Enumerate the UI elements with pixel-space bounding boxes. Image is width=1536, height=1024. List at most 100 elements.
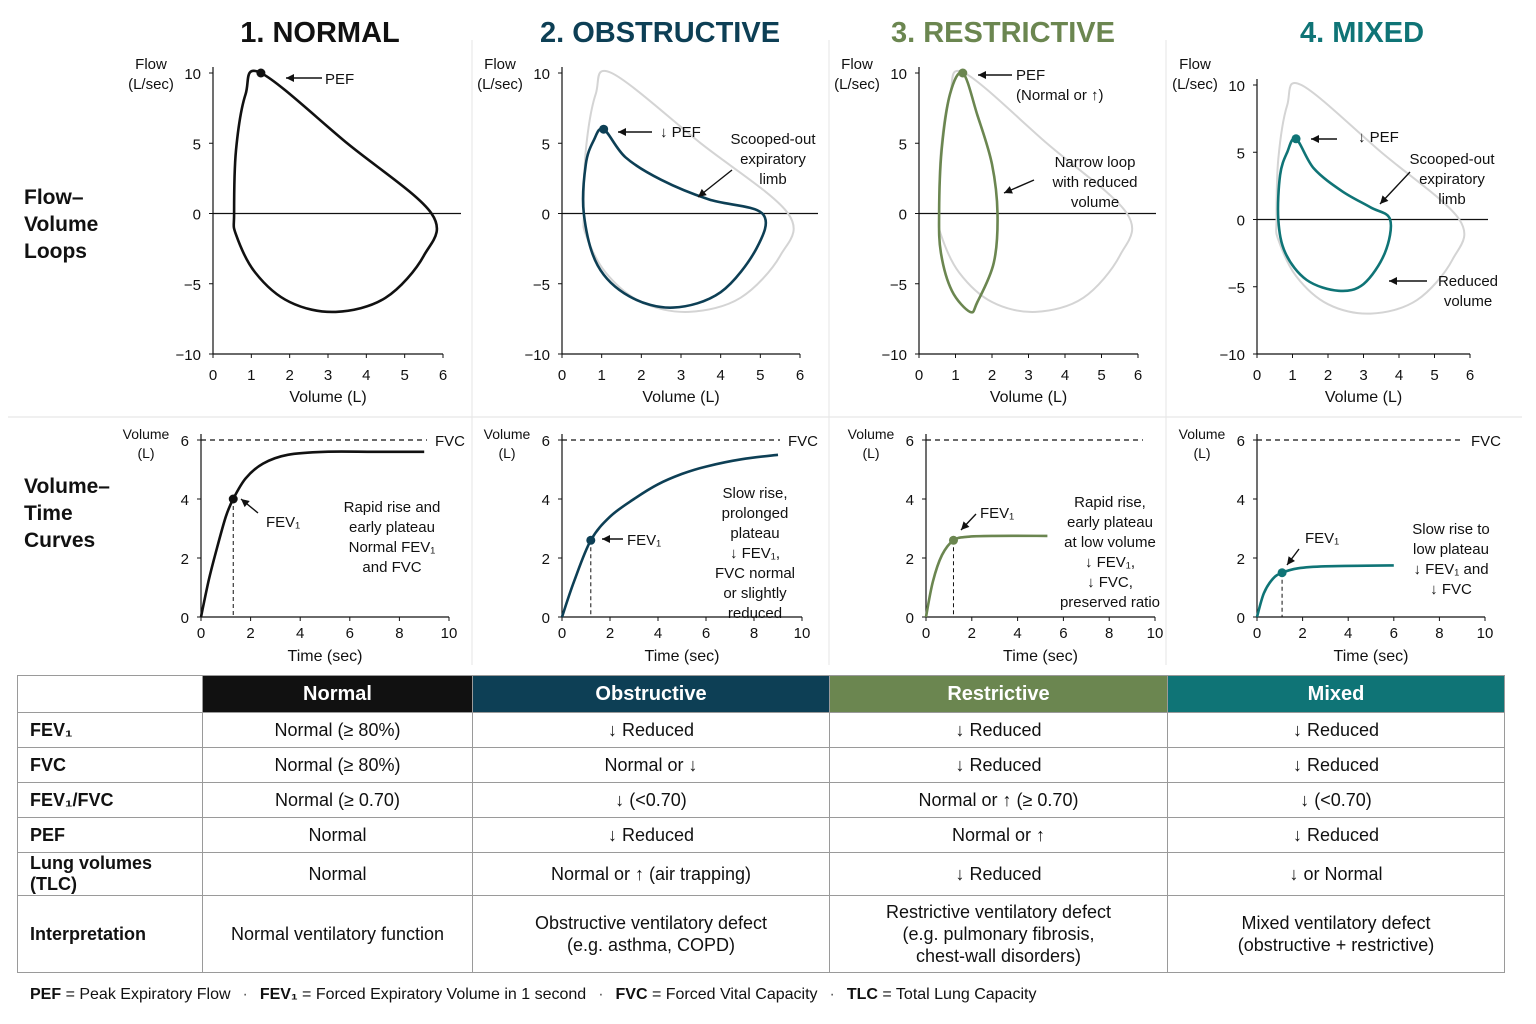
x-tick-label: 0	[558, 367, 566, 384]
table-cell-line: Obstructive ventilatory defect	[534, 913, 768, 933]
table-cell: ↓ Reduced	[829, 712, 1168, 748]
x-tick-label: 4	[362, 367, 370, 384]
x-tick-label: 3	[324, 367, 332, 384]
annotation-arrow-head	[698, 188, 707, 197]
legend-separator: ·	[829, 986, 835, 1003]
abbreviation-legend: PEF = Peak Expiratory Flow · FEV₁ = Forced…	[30, 986, 1036, 1004]
annotation-label: low plateau	[1413, 541, 1489, 558]
y-tick-label: 4	[906, 492, 914, 509]
x-tick-label: 8	[1435, 625, 1443, 642]
x-tick-label: 8	[395, 625, 403, 642]
fev1-label: FEV₁	[266, 514, 300, 531]
annotation-label: Scooped-out	[730, 131, 816, 148]
annotation-label: Scooped-out	[1409, 151, 1495, 168]
x-tick-label: 0	[209, 367, 217, 384]
legend-definition: = Forced Vital Capacity	[647, 986, 818, 1003]
x-tick-label: 6	[1466, 367, 1474, 384]
y-axis-label: (L)	[1193, 445, 1210, 461]
y-axis-label: Volume	[848, 426, 895, 442]
table-cell: Normal (≥ 80%)	[202, 747, 473, 783]
x-tick-label: 2	[1298, 625, 1306, 642]
table-row: FEV₁/FVC Normal (≥ 0.70) ↓ (<0.70) Normal o…	[17, 782, 1505, 818]
header-restrictive: Restrictive	[829, 675, 1168, 713]
x-tick-label: 0	[1253, 367, 1261, 384]
x-tick-label: 2	[606, 625, 614, 642]
y-axis-label: (L)	[137, 445, 154, 461]
y-tick-label: −5	[533, 277, 550, 294]
x-tick-label: 0	[922, 625, 930, 642]
x-tick-label: 8	[750, 625, 758, 642]
annotation-label: and FVC	[362, 559, 421, 576]
table-cell: Normal or ↑ (air trapping)	[472, 852, 830, 896]
x-tick-label: 5	[1430, 367, 1438, 384]
annotation-label: with reduced	[1051, 174, 1137, 191]
x-tick-label: 2	[968, 625, 976, 642]
y-tick-label: 0	[181, 610, 189, 627]
fev1-point	[228, 494, 238, 504]
x-tick-label: 0	[915, 367, 923, 384]
x-tick-label: 0	[1253, 625, 1261, 642]
x-axis-label: Time (sec)	[1003, 648, 1078, 665]
x-tick-label: 2	[1324, 367, 1332, 384]
normal-reference-loop	[937, 70, 1134, 313]
annotation-arrow-head	[1380, 195, 1389, 204]
y-tick-label: 10	[533, 66, 550, 83]
y-axis-label: Volume	[123, 426, 170, 442]
fev1-point	[586, 535, 596, 545]
table-cell: ↓ Reduced	[1167, 747, 1505, 783]
table-cell: ↓ (<0.70)	[472, 782, 830, 818]
y-tick-label: 6	[1237, 433, 1245, 450]
x-axis-label: Volume (L)	[289, 389, 366, 406]
y-axis-label: (L)	[498, 445, 515, 461]
fev1-point	[1277, 568, 1287, 578]
y-tick-label: −10	[525, 347, 550, 364]
x-tick-label: 8	[1105, 625, 1113, 642]
y-tick-label: 0	[542, 207, 550, 224]
flow-volume-loop	[1276, 137, 1393, 293]
annotation-label: FVC normal	[715, 565, 795, 582]
x-tick-label: 10	[1147, 625, 1164, 642]
annotation-label: ↓ FVC,	[1087, 574, 1133, 591]
flow-volume-loop	[232, 69, 439, 314]
volume-time-curve	[199, 450, 425, 618]
table-cell-line: Mixed ventilatory defect	[1241, 913, 1431, 933]
table-header-row: Normal Obstructive Restrictive Mixed	[17, 675, 1505, 713]
annotation-label: prolonged	[722, 505, 789, 522]
y-tick-label: 4	[542, 492, 550, 509]
row-label-line: Curves	[24, 529, 96, 552]
y-tick-label: 10	[890, 66, 907, 83]
y-tick-label: 10	[1228, 78, 1245, 95]
fev1-arrow-head	[1287, 556, 1295, 565]
legend-abbreviation: FVC	[615, 986, 648, 1003]
x-tick-label: 1	[597, 367, 605, 384]
x-tick-label: 4	[1344, 625, 1352, 642]
table-cell-line: Normal ventilatory function	[230, 924, 445, 944]
x-axis-label: Volume (L)	[1325, 389, 1402, 406]
y-tick-label: 5	[899, 136, 907, 153]
legend-abbreviation: TLC	[846, 986, 878, 1003]
y-tick-label: 0	[1237, 213, 1245, 230]
table-cell: Normal (≥ 0.70)	[202, 782, 473, 818]
fvc-label: FVC	[1471, 433, 1501, 450]
x-tick-label: 3	[1024, 367, 1032, 384]
pef-point	[958, 68, 968, 78]
annotation-arrow-head	[618, 128, 626, 136]
row-header: FEV₁	[17, 712, 203, 748]
x-tick-label: 10	[441, 625, 458, 642]
annotation-label: ↓ PEF	[660, 124, 701, 141]
x-tick-label: 4	[716, 367, 724, 384]
annotation-arrow-head	[1004, 186, 1013, 194]
panel-title: 2. OBSTRUCTIVE	[540, 17, 780, 49]
y-tick-label: 0	[1237, 610, 1245, 627]
annotation-label: ↓ FEV₁ and	[1413, 561, 1488, 578]
row-label-line: Loops	[24, 240, 87, 263]
x-tick-label: 2	[637, 367, 645, 384]
x-axis-label: Volume (L)	[642, 389, 719, 406]
table-cell: Normal or ↓	[472, 747, 830, 783]
x-tick-label: 1	[951, 367, 959, 384]
table-cell: Normal or ↑	[829, 817, 1168, 853]
y-tick-label: 2	[542, 551, 550, 568]
annotation-label: (Normal or ↑)	[1016, 87, 1104, 104]
y-tick-label: 5	[542, 136, 550, 153]
y-axis-label: (L/sec)	[834, 76, 880, 93]
